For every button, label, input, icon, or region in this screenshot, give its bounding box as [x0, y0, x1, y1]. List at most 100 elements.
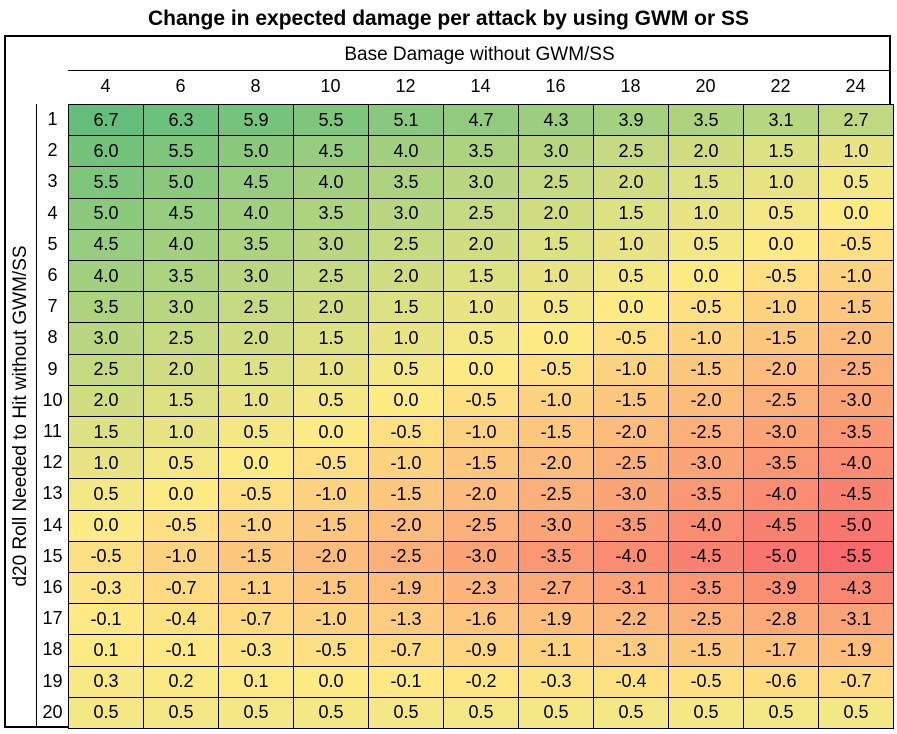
heatmap-cell: -3.5 [668, 478, 744, 511]
heatmap-cell: -0.9 [443, 634, 519, 667]
heatmap-cell: 4.7 [443, 104, 519, 137]
heatmap-cell: 0.0 [293, 665, 369, 698]
heatmap-cell: -3.5 [518, 540, 594, 573]
heatmap-cell: -0.5 [443, 384, 519, 417]
row-label-3: 3 [47, 171, 58, 192]
heatmap-cell: 2.5 [368, 228, 444, 261]
heatmap-cell: 0.1 [218, 665, 294, 698]
heatmap-cell: -1.0 [743, 291, 819, 324]
heatmap-cell: 2.0 [443, 228, 519, 261]
heatmap-cell: 3.1 [743, 104, 819, 137]
heatmap-cell: 4.5 [293, 135, 369, 168]
heatmap-cell: -0.5 [818, 228, 894, 261]
heatmap-cell: 2.0 [668, 135, 744, 168]
heatmap-cell: 0.5 [218, 416, 294, 449]
row-label-1: 1 [47, 109, 58, 130]
heatmap-cell: 6.0 [68, 135, 144, 168]
heatmap-cell: 0.5 [443, 696, 519, 729]
heatmap-cell: -0.4 [593, 665, 669, 698]
heatmap-cell: -0.5 [743, 260, 819, 293]
heatmap-cell: 4.0 [218, 197, 294, 230]
heatmap-cell: -0.5 [293, 634, 369, 667]
heatmap-cell: -3.0 [668, 447, 744, 480]
heatmap-cell: -4.0 [593, 540, 669, 573]
heatmap-cell: 0.0 [443, 353, 519, 386]
heatmap-cell: 1.5 [218, 353, 294, 386]
heatmap-cell: -3.5 [668, 572, 744, 605]
heatmap-cell: 1.5 [593, 197, 669, 230]
heatmap-cell: -1.6 [443, 603, 519, 636]
heatmap-cell: -2.5 [593, 447, 669, 480]
heatmap-cell: -0.5 [518, 353, 594, 386]
heatmap-cell: 5.5 [143, 135, 219, 168]
heatmap-cell: -3.1 [593, 572, 669, 605]
heatmap-cell: -1.0 [368, 447, 444, 480]
heatmap-cell: 0.5 [518, 291, 594, 324]
heatmap-cell: -4.0 [818, 447, 894, 480]
heatmap-cell: -3.0 [443, 540, 519, 573]
heatmap-cell: -5.0 [743, 540, 819, 573]
heatmap-cell: 0.5 [68, 478, 144, 511]
heatmap-cell: -0.5 [668, 665, 744, 698]
heatmap-cell: -0.1 [68, 603, 144, 636]
column-label-18: 18 [620, 76, 641, 96]
heatmap-cell: -2.5 [668, 416, 744, 449]
heatmap-cell: 5.0 [218, 135, 294, 168]
heatmap-cell: 3.5 [218, 228, 294, 261]
heatmap-cell: -1.0 [593, 353, 669, 386]
heatmap-cell: -1.0 [143, 540, 219, 573]
row-label-20: 20 [42, 701, 63, 722]
heatmap-cell: -0.5 [668, 291, 744, 324]
heatmap-cell: 2.0 [518, 197, 594, 230]
heatmap-cell: 5.1 [368, 104, 444, 137]
heatmap-cell: 0.0 [518, 322, 594, 355]
y-axis-label-container: d20 Roll Needed to Hit without GWM/SS [6, 104, 36, 728]
heatmap-cell: -0.2 [443, 665, 519, 698]
heatmap-cell: 0.0 [818, 197, 894, 230]
heatmap-cell: 1.0 [818, 135, 894, 168]
heatmap-cell: 0.5 [593, 260, 669, 293]
heatmap-cell: -1.5 [293, 572, 369, 605]
heatmap-cell: 1.5 [443, 260, 519, 293]
heatmap-cell: 1.5 [668, 166, 744, 199]
row-label-5: 5 [47, 233, 58, 254]
heatmap-cell: -1.0 [293, 603, 369, 636]
heatmap-cell: -2.0 [593, 416, 669, 449]
heatmap-cell: -1.5 [518, 416, 594, 449]
heatmap-cell: -3.0 [518, 509, 594, 542]
heatmap-cell: 3.5 [143, 260, 219, 293]
heatmap-cell: 0.0 [743, 228, 819, 261]
heatmap-cell: 3.0 [293, 228, 369, 261]
heatmap-cell: -1.9 [368, 572, 444, 605]
heatmap-cell: -0.5 [143, 509, 219, 542]
heatmap-cell: -1.0 [443, 416, 519, 449]
heatmap-cell: -2.5 [743, 384, 819, 417]
heatmap-cell: 0.5 [143, 447, 219, 480]
heatmap-cell: -2.8 [743, 603, 819, 636]
heatmap-cell: -0.5 [368, 416, 444, 449]
heatmap-cell: 4.3 [518, 104, 594, 137]
heatmap-cell: 1.5 [518, 228, 594, 261]
heatmap-cell: -1.5 [668, 353, 744, 386]
heatmap-cell: -2.0 [368, 509, 444, 542]
heatmap-cell: -0.6 [743, 665, 819, 698]
column-label-12: 12 [395, 76, 416, 96]
row-label-16: 16 [42, 577, 63, 598]
heatmap-cell: 4.5 [68, 228, 144, 261]
heatmap-cell: -1.5 [368, 478, 444, 511]
heatmap-cell: 2.5 [443, 197, 519, 230]
heatmap-cell: 3.5 [293, 197, 369, 230]
heatmap-cell: 2.7 [818, 104, 894, 137]
heatmap-cell: 1.0 [518, 260, 594, 293]
heatmap-cell: -0.1 [368, 665, 444, 698]
heatmap-cell: -0.5 [218, 478, 294, 511]
heatmap-cell: -1.5 [593, 384, 669, 417]
column-label-14: 14 [470, 76, 491, 96]
heatmap-cell: -1.9 [518, 603, 594, 636]
row-label-13: 13 [42, 483, 63, 504]
heatmap-cell: -2.0 [818, 322, 894, 355]
heatmap-cell: 2.0 [368, 260, 444, 293]
row-label-12: 12 [42, 452, 63, 473]
heatmap-cell: 1.5 [143, 384, 219, 417]
heatmap-cell: 0.5 [518, 696, 594, 729]
